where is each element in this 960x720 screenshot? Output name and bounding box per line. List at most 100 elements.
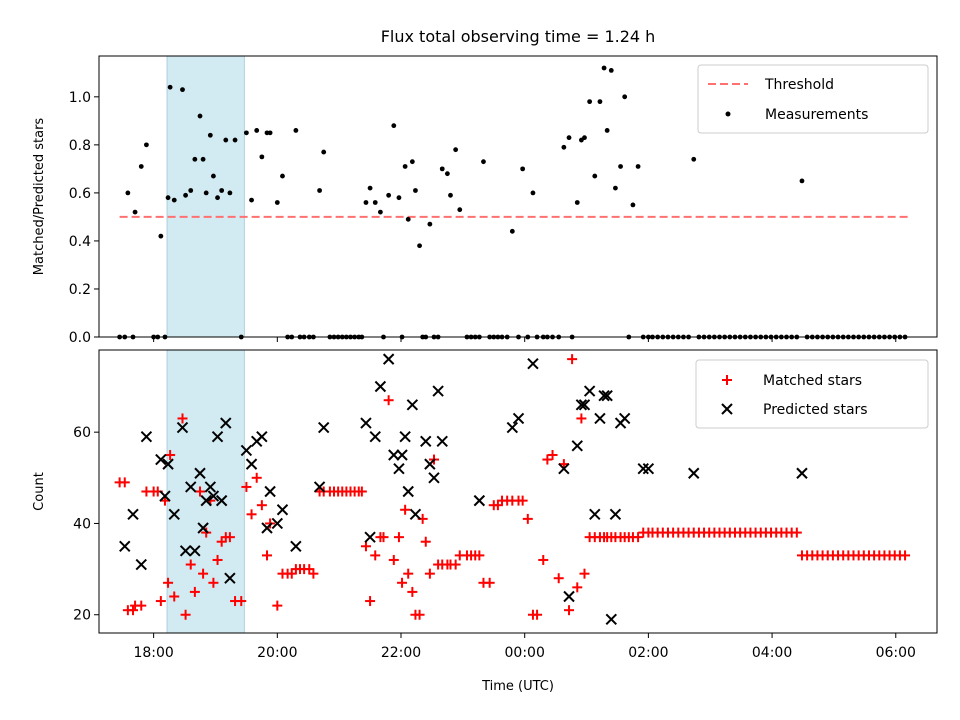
measurement-point	[582, 135, 587, 141]
cross-stroke	[571, 440, 583, 452]
figure-title: Flux total observing time = 1.24 h	[381, 27, 656, 46]
cross-stroke	[388, 449, 400, 461]
matched-star-marker	[424, 568, 435, 579]
matched-star-marker	[224, 532, 235, 543]
cross-stroke	[618, 412, 631, 425]
measurement-point	[444, 171, 450, 177]
predicted-star-marker	[506, 421, 519, 434]
matched-star-marker	[308, 568, 319, 579]
legend-measurements-label: Measurements	[765, 107, 868, 123]
matched-star-marker	[241, 481, 252, 492]
measurement-point	[363, 200, 369, 205]
matched-star-marker	[189, 586, 200, 597]
matched-star-marker	[370, 550, 381, 561]
top-shaded-span	[166, 55, 245, 338]
measurement-point	[132, 209, 138, 215]
predicted-star-marker	[185, 481, 197, 493]
measurement-point	[267, 130, 273, 136]
predicted-star-marker	[583, 385, 596, 397]
cross-stroke	[406, 399, 419, 411]
measurement-point	[509, 228, 515, 234]
legend-plus-marker	[722, 375, 732, 385]
top-axes-frame	[98, 55, 938, 338]
cross-stroke	[432, 385, 444, 397]
predicted-star-marker	[276, 504, 289, 516]
legend-matched-swatch	[722, 375, 732, 385]
cross-stroke	[207, 490, 220, 502]
matched-star-marker	[538, 554, 549, 565]
matched-star-marker	[407, 586, 418, 597]
x-axis-label: Time (UTC)	[481, 679, 554, 694]
measurement-point	[405, 216, 411, 222]
measurement-point	[417, 243, 422, 249]
matched-star-marker	[517, 495, 528, 506]
matched-star-marker	[572, 582, 583, 593]
measurement-point	[592, 173, 598, 179]
predicted-star-marker	[409, 508, 422, 521]
predicted-star-marker	[211, 431, 224, 443]
cross-stroke	[396, 449, 408, 461]
predicted-star-marker	[558, 462, 570, 475]
legend-threshold-label: Threshold	[764, 77, 834, 93]
predicted-star-marker	[313, 481, 326, 493]
top-legend-box	[697, 64, 929, 134]
matched-star-marker	[450, 559, 461, 570]
legend-cross-marker	[721, 403, 733, 415]
measurement-point	[396, 195, 402, 201]
predicted-star-marker	[473, 494, 486, 507]
cross-stroke	[399, 431, 411, 443]
measurement-point	[391, 123, 397, 129]
measurement-point	[227, 190, 233, 196]
cross-stroke	[140, 431, 153, 443]
measurement-point	[587, 99, 593, 105]
cross-stroke	[721, 403, 733, 415]
predicted-star-marker	[436, 435, 448, 447]
cross-stroke	[168, 508, 180, 521]
x-tick-label: 02:00	[628, 645, 668, 661]
x-tick-label: 18:00	[133, 645, 173, 661]
matched-star-marker	[522, 513, 533, 524]
y-tick-label: 0.8	[69, 138, 91, 154]
measurement-point	[165, 195, 171, 201]
predicted-star-marker	[424, 458, 436, 470]
predicted-star-marker	[140, 431, 153, 443]
measurement-point	[530, 190, 536, 196]
matched-star-marker	[388, 554, 399, 565]
cross-stroke	[589, 508, 601, 521]
cross-stroke	[220, 417, 232, 429]
cross-stroke	[688, 467, 700, 479]
predicted-star-marker	[402, 485, 414, 498]
predicted-star-marker	[220, 417, 232, 429]
matched-star-marker	[564, 605, 575, 616]
predicted-star-marker	[571, 440, 583, 452]
measurement-point	[601, 65, 607, 71]
measurement-point	[457, 207, 463, 213]
x-tick-label: 00:00	[505, 645, 545, 661]
measurement-points	[117, 65, 908, 340]
predicted-star-marker	[420, 435, 432, 447]
measurement-point	[138, 164, 144, 169]
predicted-star-marker	[406, 399, 419, 411]
predicted-star-marker	[215, 494, 228, 507]
matched-star-marker	[119, 477, 130, 488]
y-tick-label: 40	[73, 516, 91, 532]
predicted-stars-markers	[119, 353, 808, 626]
predicted-star-marker	[605, 613, 617, 626]
cross-stroke	[601, 389, 613, 402]
measurement-point	[171, 197, 177, 203]
matched-star-marker	[383, 395, 394, 406]
matched-stars-markers	[114, 354, 911, 620]
measurement-point	[799, 178, 805, 184]
cross-stroke	[594, 412, 606, 425]
measurement-point	[280, 173, 285, 179]
cross-stroke	[393, 462, 405, 475]
predicted-star-marker	[527, 357, 539, 370]
predicted-star-marker	[179, 545, 192, 557]
cross-stroke	[796, 467, 808, 479]
predicted-star-marker	[598, 389, 610, 402]
measurement-point	[402, 164, 408, 169]
y-tick-label: 0.0	[69, 330, 91, 346]
predicted-star-marker	[261, 522, 273, 534]
predicted-star-marker	[176, 421, 189, 434]
measurement-point	[180, 87, 185, 93]
